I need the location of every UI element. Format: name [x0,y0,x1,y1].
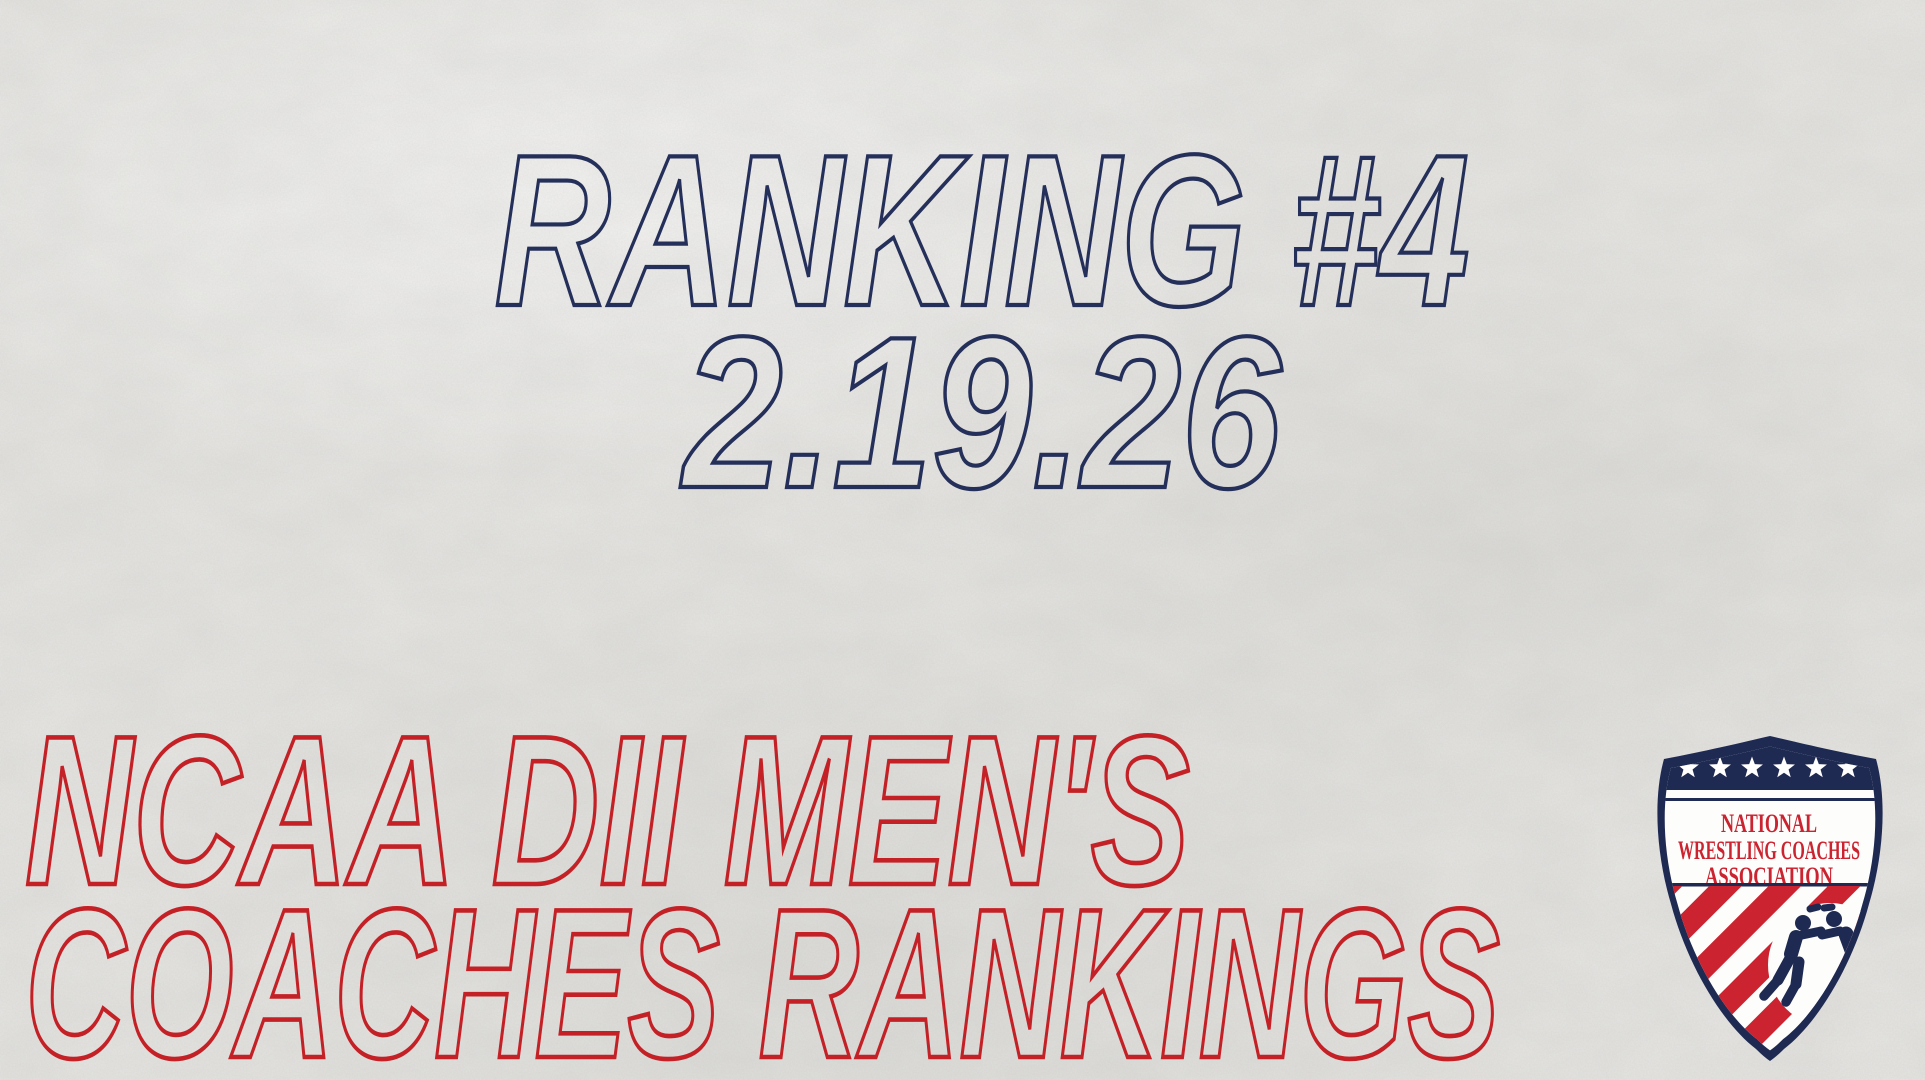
headline-line2: COACHES RANKINGS [25,865,1500,1080]
panel-divider-line [1664,883,1876,887]
headline-line1: NCAA DII MEN'S [25,692,1190,930]
band-divider-line [1664,798,1876,801]
logo-org-line2: WRESTLING COACHES [1678,836,1860,865]
ranking-title: RANKING #4 [495,109,1470,351]
headline-block: NCAA DII MEN'S COACHES RANKINGS [23,690,1503,1080]
logo-org-line1: NATIONAL [1721,809,1817,838]
ranking-date: 2.19.26 [680,291,1283,533]
title-block: RANKING #4 2.19.26 [492,107,1471,535]
